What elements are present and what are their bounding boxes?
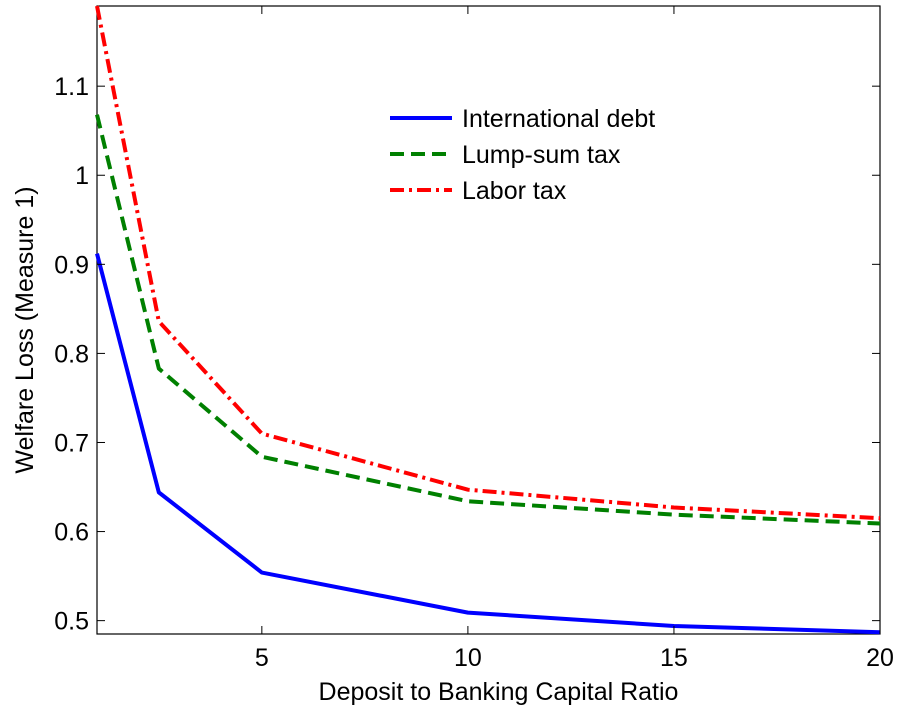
legend-label-international-debt: International debt	[462, 105, 655, 133]
y-tick-label: 1.1	[54, 73, 89, 101]
series-line-lump-sum-tax	[95, 114, 881, 526]
series-line-labor-tax	[95, 5, 881, 521]
x-ticks: 5 10 15 20	[255, 6, 894, 672]
x-tick-label: 5	[255, 644, 269, 672]
x-axis-label: Deposit to Banking Capital Ratio	[319, 678, 679, 706]
legend-label-lump-sum-tax: Lump-sum tax	[462, 141, 621, 169]
y-ticks: 0.5 0.6 0.7 0.8 0.9 1 1.1	[54, 73, 880, 636]
y-axis-label: Welfare Loss (Measure 1)	[11, 186, 39, 473]
y-tick-label: 0.7	[54, 429, 89, 457]
y-tick-label: 0.9	[54, 251, 89, 279]
legend-entry-labor-tax: Labor tax	[390, 177, 567, 205]
legend: International debt Lump-sum tax Labor ta…	[390, 105, 655, 205]
y-tick-label: 1	[75, 162, 89, 190]
y-tick-label: 0.5	[54, 608, 89, 636]
y-tick-label: 0.8	[54, 340, 89, 368]
series-line-international-debt	[95, 253, 881, 635]
legend-entry-international-debt: International debt	[390, 105, 655, 133]
legend-entry-lump-sum-tax: Lump-sum tax	[390, 141, 621, 169]
legend-label-labor-tax: Labor tax	[462, 177, 567, 205]
x-tick-label: 20	[866, 644, 894, 672]
x-tick-label: 10	[454, 644, 482, 672]
plot-area: 5 10 15 20 0.5 0.6 0.7 0.8 0.9 1 1.1	[54, 5, 894, 672]
plot-frame	[96, 5, 881, 635]
x-tick-label: 15	[660, 644, 688, 672]
y-tick-label: 0.6	[54, 519, 89, 547]
series-layer	[95, 5, 881, 635]
